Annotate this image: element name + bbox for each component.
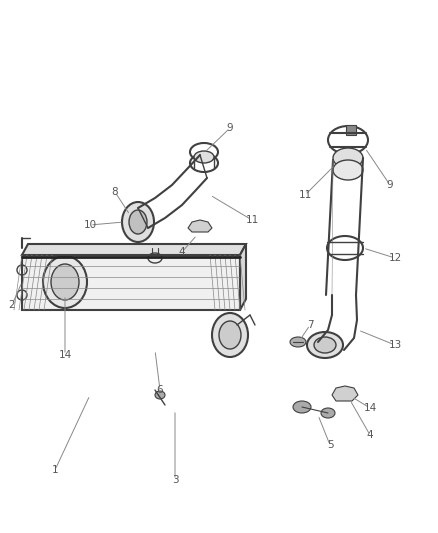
- Ellipse shape: [314, 337, 336, 353]
- Ellipse shape: [219, 321, 241, 349]
- Text: 14: 14: [58, 350, 72, 360]
- Text: 13: 13: [389, 340, 402, 350]
- Text: 8: 8: [112, 187, 118, 197]
- Ellipse shape: [51, 264, 79, 300]
- Polygon shape: [22, 255, 240, 310]
- Text: 1: 1: [52, 465, 58, 475]
- Polygon shape: [188, 220, 212, 232]
- Text: 4: 4: [367, 430, 373, 440]
- Text: 6: 6: [157, 385, 163, 395]
- Text: 2: 2: [9, 300, 15, 310]
- Ellipse shape: [307, 332, 343, 358]
- Polygon shape: [240, 244, 246, 310]
- Text: 11: 11: [298, 190, 311, 200]
- Ellipse shape: [155, 391, 165, 399]
- Ellipse shape: [321, 408, 335, 418]
- Ellipse shape: [212, 313, 248, 357]
- Ellipse shape: [333, 160, 363, 180]
- Polygon shape: [22, 244, 246, 255]
- Ellipse shape: [43, 256, 87, 308]
- Text: 10: 10: [83, 220, 96, 230]
- Ellipse shape: [129, 210, 147, 234]
- Text: 4: 4: [179, 247, 185, 257]
- Bar: [346, 125, 356, 135]
- Polygon shape: [332, 386, 358, 401]
- Text: 9: 9: [387, 180, 393, 190]
- Ellipse shape: [122, 202, 154, 242]
- Text: 9: 9: [227, 123, 233, 133]
- Text: 7: 7: [307, 320, 313, 330]
- Ellipse shape: [194, 151, 214, 163]
- Ellipse shape: [333, 148, 363, 168]
- Ellipse shape: [293, 401, 311, 413]
- Text: 5: 5: [327, 440, 333, 450]
- Text: 14: 14: [364, 403, 377, 413]
- Ellipse shape: [290, 337, 306, 347]
- Text: 12: 12: [389, 253, 402, 263]
- Text: 3: 3: [172, 475, 178, 485]
- Text: 11: 11: [245, 215, 258, 225]
